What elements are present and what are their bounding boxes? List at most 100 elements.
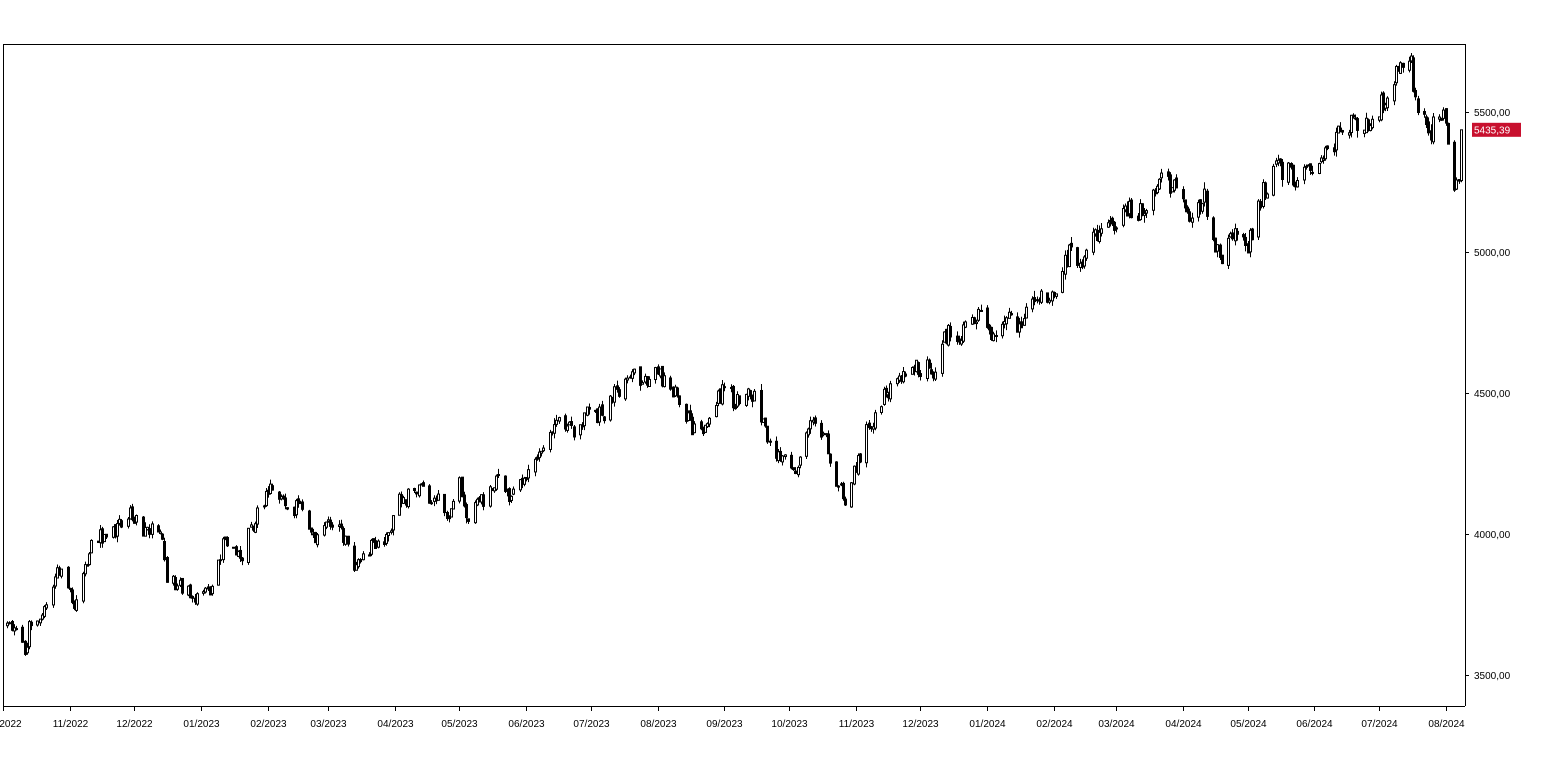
- x-axis-tick-label: 11/2023: [839, 719, 875, 730]
- candle-down: [689, 410, 692, 420]
- candle-up: [1257, 200, 1260, 238]
- candle-up: [995, 335, 998, 338]
- candle-up: [799, 456, 802, 466]
- candle-down: [603, 416, 606, 422]
- candle-up: [39, 618, 42, 624]
- candle-down: [67, 566, 70, 589]
- candle-up: [489, 486, 492, 507]
- candle-up: [75, 599, 78, 611]
- candle-up: [534, 458, 537, 473]
- candle-up: [448, 517, 451, 520]
- candle-down: [930, 369, 933, 375]
- candle-down: [723, 386, 726, 389]
- candle-down: [1182, 189, 1185, 200]
- candle-up: [265, 490, 268, 507]
- candle-down: [482, 494, 485, 507]
- candle-down: [1244, 236, 1247, 247]
- candle-up: [1001, 323, 1004, 337]
- candle-up: [609, 395, 612, 421]
- candle-up: [1432, 116, 1435, 143]
- candle-up: [1100, 228, 1103, 234]
- candle-down: [508, 488, 511, 502]
- x-axis-tick-label: 03/2024: [1098, 719, 1135, 730]
- candle-down: [676, 387, 679, 396]
- candle-down: [241, 557, 244, 562]
- candle-down: [779, 450, 782, 461]
- candle-up: [1227, 237, 1230, 266]
- candle-up: [977, 308, 980, 321]
- x-axis-tick-label: 10/2023: [771, 719, 808, 730]
- candle-up: [880, 406, 883, 413]
- candle-up: [837, 485, 840, 488]
- candle-down: [618, 389, 621, 397]
- y-axis-tick-label: 4500,00: [1474, 389, 1511, 400]
- candle-up: [704, 424, 707, 433]
- candle-up: [853, 465, 856, 485]
- candle-up: [217, 559, 220, 586]
- candle-down: [1341, 130, 1344, 133]
- candle-down: [1070, 242, 1073, 248]
- x-axis-tick-label: 05/2023: [441, 719, 478, 730]
- candle-up: [254, 523, 257, 533]
- candle-down: [1417, 98, 1420, 114]
- candle-down: [1188, 211, 1191, 222]
- candle-up: [84, 564, 87, 575]
- candle-up: [1249, 229, 1252, 253]
- candle-up: [196, 593, 199, 605]
- candle-up: [934, 371, 937, 380]
- candle-down: [353, 545, 356, 571]
- candle-up: [553, 424, 556, 434]
- candle-down: [282, 495, 285, 498]
- candle-up: [15, 628, 18, 631]
- candle-down: [1010, 313, 1013, 316]
- candle-up: [960, 339, 963, 345]
- candle-up: [1055, 293, 1058, 297]
- candle-up: [753, 390, 756, 402]
- candle-up: [581, 425, 584, 428]
- candle-down: [359, 558, 362, 563]
- candle-down: [1326, 145, 1329, 150]
- candle-up: [1311, 171, 1314, 174]
- candle-down: [271, 485, 274, 491]
- candle-down: [1221, 254, 1224, 265]
- candle-down: [1309, 163, 1312, 171]
- x-axis-tick-label: 08/2024: [1428, 719, 1465, 730]
- last-price-badge: [1472, 122, 1521, 137]
- candle-up: [992, 333, 995, 342]
- candle-down: [347, 535, 350, 545]
- candle-down: [415, 491, 418, 495]
- candle-up: [633, 368, 636, 374]
- x-axis-tick-label: 04/2024: [1165, 719, 1202, 730]
- candle-up: [28, 621, 31, 648]
- candle-up: [60, 568, 63, 577]
- candle-down: [239, 549, 242, 559]
- last-price-label: 5435,39: [1474, 125, 1511, 136]
- candle-up: [362, 553, 365, 561]
- x-axis-tick-label: 12/2023: [902, 719, 939, 730]
- candle-up: [1023, 318, 1026, 326]
- candle-up: [896, 378, 899, 385]
- candle-up: [497, 474, 500, 477]
- candle-up: [103, 533, 106, 543]
- candle-up: [1272, 165, 1275, 196]
- candle-down: [917, 362, 920, 375]
- candle-down: [1445, 108, 1448, 124]
- candle-up: [325, 521, 328, 528]
- x-axis-tick-label: 11/2022: [53, 719, 89, 730]
- candle-up: [1350, 114, 1353, 134]
- candle-down: [166, 557, 169, 583]
- x-axis-tick-label: 07/2024: [1361, 719, 1398, 730]
- candle-down: [1352, 114, 1355, 118]
- candle-down: [342, 528, 345, 543]
- candle-down: [1231, 232, 1234, 240]
- candle-up: [90, 539, 93, 554]
- candle-up: [385, 534, 388, 544]
- candle-up: [583, 412, 586, 427]
- candle-down: [372, 538, 375, 542]
- candle-up: [41, 614, 44, 620]
- candle-up: [1085, 249, 1088, 259]
- candle-down: [157, 525, 160, 533]
- x-axis-tick-label: 05/2024: [1230, 719, 1267, 730]
